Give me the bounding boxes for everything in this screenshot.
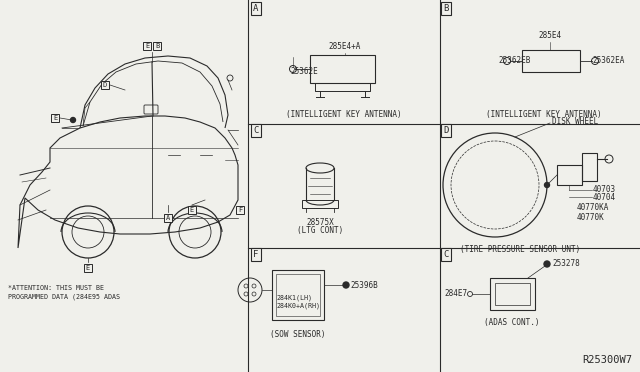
Text: (INTELLIGENT KEY ANTENNA): (INTELLIGENT KEY ANTENNA) <box>486 110 602 119</box>
Text: 284K0+A(RH): 284K0+A(RH) <box>276 303 320 309</box>
Text: 40770K: 40770K <box>577 212 605 221</box>
Bar <box>557 165 582 185</box>
Text: A: A <box>253 4 259 13</box>
Text: *ATTENTION: THIS MUST BE
PROGRAMMED DATA (284E95 ADAS: *ATTENTION: THIS MUST BE PROGRAMMED DATA… <box>8 285 120 301</box>
Text: F: F <box>238 207 242 213</box>
Bar <box>490 278 535 310</box>
Bar <box>522 50 580 72</box>
Text: A: A <box>166 215 170 221</box>
Bar <box>495 283 530 305</box>
Text: (ADAS CONT.): (ADAS CONT.) <box>484 318 540 327</box>
Text: 25362EA: 25362EA <box>592 56 625 65</box>
Text: E: E <box>190 207 194 213</box>
Text: DISK WHEEL: DISK WHEEL <box>552 118 598 126</box>
Circle shape <box>545 183 550 187</box>
Text: C: C <box>253 126 259 135</box>
Circle shape <box>343 282 349 288</box>
Text: (SOW SENSOR): (SOW SENSOR) <box>270 330 326 339</box>
Text: B: B <box>155 43 159 49</box>
Text: 40704: 40704 <box>593 192 616 202</box>
Bar <box>272 270 324 320</box>
Text: (INTELLIGENT KEY ANTENNA): (INTELLIGENT KEY ANTENNA) <box>286 110 402 119</box>
Text: 40703: 40703 <box>593 186 616 195</box>
Text: 25362E: 25362E <box>290 67 317 76</box>
Text: D: D <box>443 126 449 135</box>
Text: F: F <box>253 250 259 259</box>
Text: 25362EB: 25362EB <box>498 56 531 65</box>
Text: 25396B: 25396B <box>350 280 378 289</box>
Text: 284E7: 284E7 <box>445 289 468 298</box>
Text: E: E <box>145 43 149 49</box>
Text: C: C <box>443 250 449 259</box>
Text: 253278: 253278 <box>552 260 580 269</box>
Text: 28575X: 28575X <box>306 218 334 227</box>
Text: E: E <box>86 265 90 271</box>
Text: (LTG CONT): (LTG CONT) <box>297 226 343 235</box>
Circle shape <box>70 118 76 122</box>
Bar <box>310 55 375 83</box>
Text: R25300W7: R25300W7 <box>582 355 632 365</box>
Text: (TIRE PRESSURE SENSOR UNT): (TIRE PRESSURE SENSOR UNT) <box>460 245 580 254</box>
Text: B: B <box>443 4 449 13</box>
Text: 285E4+A: 285E4+A <box>329 42 361 51</box>
Bar <box>302 200 338 208</box>
Text: 40770KA: 40770KA <box>577 202 609 212</box>
Bar <box>582 153 597 181</box>
Text: E: E <box>53 115 57 121</box>
Text: D: D <box>103 82 107 88</box>
Bar <box>276 274 320 316</box>
Text: 284K1(LH): 284K1(LH) <box>276 295 312 301</box>
Text: 285E4: 285E4 <box>538 31 561 40</box>
Circle shape <box>544 261 550 267</box>
